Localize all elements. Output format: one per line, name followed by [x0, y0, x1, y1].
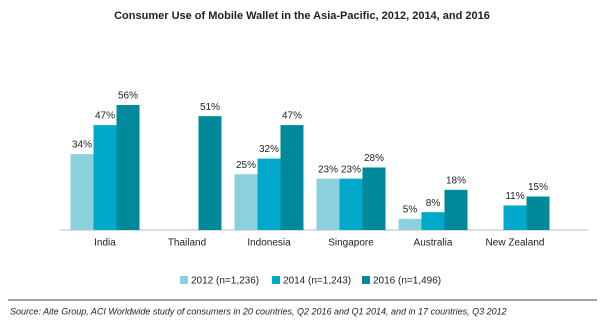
bar: [316, 178, 340, 230]
value-label: 23%: [341, 164, 361, 175]
bar: [257, 158, 281, 230]
value-label: 11%: [505, 191, 524, 202]
x-tick-label: New Zealand: [486, 238, 545, 249]
value-label: 15%: [528, 182, 548, 193]
value-label: 32%: [259, 144, 279, 155]
legend-swatch: [180, 276, 188, 284]
bar: [280, 125, 304, 230]
bar: [503, 205, 527, 230]
legend-swatch: [362, 276, 370, 284]
value-label: 23%: [318, 164, 338, 175]
legend-label: 2014 (n=1,243): [283, 276, 351, 287]
x-tick-label: Singapore: [328, 238, 374, 249]
value-label: 5%: [403, 204, 418, 215]
bar: [93, 125, 117, 230]
value-label: 56%: [118, 91, 138, 102]
bar: [421, 212, 445, 230]
legend-label: 2016 (n=1,496): [373, 276, 441, 287]
bar: [362, 167, 386, 230]
bar: [70, 154, 94, 230]
value-label: 18%: [446, 175, 466, 186]
value-label: 25%: [236, 160, 256, 171]
bar: [234, 174, 258, 230]
value-label: 28%: [364, 153, 384, 164]
value-label: 8%: [426, 198, 441, 209]
bar: [526, 196, 550, 230]
x-tick-label: Indonesia: [247, 238, 291, 249]
x-tick-label: Australia: [414, 238, 453, 249]
bar: [398, 218, 422, 230]
value-label: 47%: [95, 111, 115, 122]
source-note: Source: Aite Group, ACI Worldwide study …: [10, 306, 507, 316]
legend-label: 2012 (n=1,236): [191, 276, 259, 287]
legend-swatch: [272, 276, 280, 284]
value-label: 47%: [282, 111, 302, 122]
value-label: 34%: [72, 140, 92, 151]
bar: [444, 189, 468, 230]
x-tick-label: India: [94, 238, 116, 249]
bar: [116, 105, 140, 230]
x-tick-label: Thailand: [168, 238, 206, 249]
chart-title: Consumer Use of Mobile Wallet in the Asi…: [114, 10, 490, 22]
bar: [198, 116, 222, 230]
bar: [339, 178, 363, 230]
value-label: 51%: [200, 102, 220, 113]
